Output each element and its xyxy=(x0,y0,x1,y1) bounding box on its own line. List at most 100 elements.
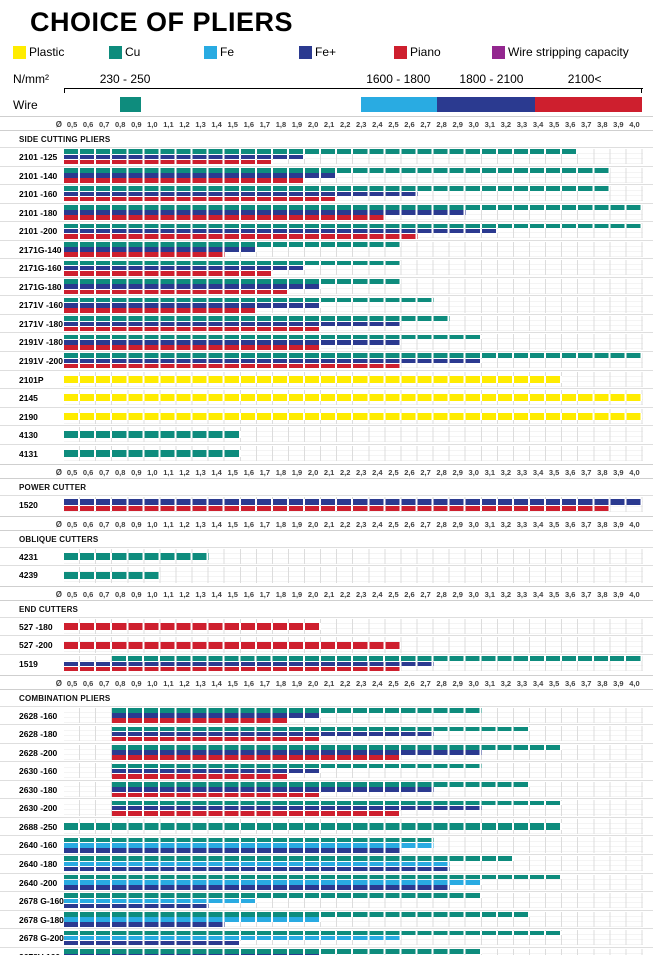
diameter-axis-row: Ø 0,5 0,6 0,7 0,8 0,9 1,0 1,1 1,2 1,3 1,4 1,5 1,6 1,7… xyxy=(0,464,653,478)
diameter-tick-label: 3,8 xyxy=(597,678,608,688)
table-row: 4130 xyxy=(0,425,653,444)
diameter-tick-label: 0,6 xyxy=(82,519,94,529)
tensile-axis-line xyxy=(64,88,643,94)
bar-feplus xyxy=(64,885,450,890)
wire-segment-feplus xyxy=(436,97,535,112)
row-label: 4231 xyxy=(19,551,38,562)
legend-item-fe: Fe xyxy=(204,45,234,59)
table-row: 2640 -160 xyxy=(0,835,653,854)
table-row: 2678 G-180 xyxy=(0,909,653,929)
bar-cu xyxy=(64,334,482,340)
table-row: 2191V -180 xyxy=(0,332,653,351)
bar-plastic xyxy=(64,412,643,420)
diameter-tick-label: 1,7 xyxy=(259,519,271,529)
diameter-tick-label: 2,8 xyxy=(436,120,447,129)
bar-feplus xyxy=(64,302,322,308)
row-label: 2101 -125 xyxy=(19,152,58,162)
row-bar-area xyxy=(64,260,643,276)
diameter-tick-label: 1,4 xyxy=(211,120,222,129)
bar-cu xyxy=(64,353,643,358)
diameter-tick-label: 3,2 xyxy=(500,120,512,129)
bar-feplus xyxy=(64,247,257,252)
tensile-range-label-2: 1800 - 2100 xyxy=(459,72,524,86)
diameter-tick-label: 1,3 xyxy=(195,519,206,529)
section-header: OBLIQUE CUTTERS xyxy=(0,529,653,547)
axis-tick xyxy=(641,89,643,93)
diameter-tick-label: 2,2 xyxy=(339,678,351,688)
bar-piano xyxy=(112,792,322,798)
bar-piano xyxy=(64,345,322,350)
table-row: 2101P xyxy=(0,369,653,389)
diameter-tick-label: 3,1 xyxy=(484,519,496,529)
diameter-tick-label: 3,9 xyxy=(613,519,624,529)
row-label: 2630 -160 xyxy=(19,766,58,777)
diameter-tick-label: 0,8 xyxy=(115,519,126,529)
legend-label: Piano xyxy=(410,45,441,59)
diameter-tick-label: 4,0 xyxy=(629,589,640,599)
diameter-tick-label: 0,8 xyxy=(115,678,126,688)
bar-feplus xyxy=(64,866,450,872)
diameter-tick-label: 3,3 xyxy=(516,468,528,478)
table-row: 2101 -125 xyxy=(0,147,653,166)
row-label: 1519 xyxy=(19,659,38,670)
row-label: 2191V -200 xyxy=(19,356,63,367)
diameter-tick-label: 0,9 xyxy=(131,120,142,129)
table-row: 527 -180 xyxy=(0,616,653,636)
bar-cu xyxy=(64,553,209,561)
legend: Plastic Cu Fe Fe+ Piano Wire stripping capaci… xyxy=(0,45,653,59)
diameter-axis-row: Ø 0,5 0,6 0,7 0,8 0,9 1,0 1,1 1,2 1,3 1,4 1,5 1,6 1,7… xyxy=(0,585,653,600)
diameter-tick-label: 1,7 xyxy=(259,468,271,478)
diameter-tick-label: 1,6 xyxy=(243,589,254,599)
legend-item-wirestrip: Wire stripping capacity xyxy=(492,45,629,59)
bar-plastic xyxy=(64,375,563,383)
bar-cu xyxy=(112,800,563,806)
diameter-tick-label: 1,2 xyxy=(179,519,190,529)
table-row: 2628 -160 xyxy=(0,705,653,725)
diameter-tick-label: 4,0 xyxy=(629,120,640,129)
row-bar-area xyxy=(64,497,643,513)
diameter-tick-label: 2,6 xyxy=(404,519,415,529)
bar-feplus xyxy=(64,903,209,909)
diameter-tick-label: 1,1 xyxy=(163,589,174,599)
table-row: 4239 xyxy=(0,565,653,584)
tensile-range-label-0: 230 - 250 xyxy=(99,72,151,86)
bar-fe xyxy=(64,842,434,848)
diameter-symbol: Ø xyxy=(55,678,62,688)
bar-feplus xyxy=(112,713,322,718)
bar-fe xyxy=(64,861,450,867)
bar-cu xyxy=(112,726,530,732)
bar-feplus xyxy=(64,173,338,178)
row-label: 2171V -180 xyxy=(19,318,63,329)
diameter-tick-label: 2,8 xyxy=(436,519,447,529)
diameter-tick-label: 2,6 xyxy=(404,678,415,688)
diameter-tick-label: 1,4 xyxy=(211,589,222,599)
table-row: 2678 G-200 xyxy=(0,928,653,947)
diameter-tick-label: 3,8 xyxy=(597,120,608,129)
tensile-range-label-1: 1600 - 1800 xyxy=(366,72,431,86)
diameter-tick-label: 3,1 xyxy=(484,678,496,688)
diameter-tick-label: 3,8 xyxy=(597,589,608,599)
diameter-tick-label: 3,0 xyxy=(468,120,479,129)
diameter-tick-label: 3,7 xyxy=(581,589,592,599)
bar-feplus xyxy=(64,499,643,505)
diameter-tick-label: 3,3 xyxy=(516,519,528,529)
diameter-tick-label: 2,3 xyxy=(356,120,367,129)
diameter-tick-label: 1,4 xyxy=(211,468,222,478)
diameter-tick-label: 2,8 xyxy=(436,589,447,599)
table-row: 2171G-160 xyxy=(0,258,653,277)
bar-cu xyxy=(112,763,482,769)
bar-feplus xyxy=(64,661,434,667)
plastic-swatch-icon xyxy=(13,45,26,59)
row-bar-area xyxy=(64,618,643,635)
bar-feplus xyxy=(64,154,306,160)
row-label: 2678V-160 xyxy=(19,952,60,955)
row-bar-area xyxy=(64,911,643,927)
diameter-tick-label: 3,2 xyxy=(500,589,512,599)
diameter-tick-label: 3,6 xyxy=(564,678,576,688)
diameter-tick-label: 0,6 xyxy=(82,589,94,599)
table-row: 527 -200 xyxy=(0,635,653,654)
row-label: 1520 xyxy=(19,500,38,511)
row-label: 2628 -160 xyxy=(19,710,58,721)
diameter-tick-label: 3,7 xyxy=(581,519,592,529)
diameter-tick-label: 2,2 xyxy=(339,589,351,599)
